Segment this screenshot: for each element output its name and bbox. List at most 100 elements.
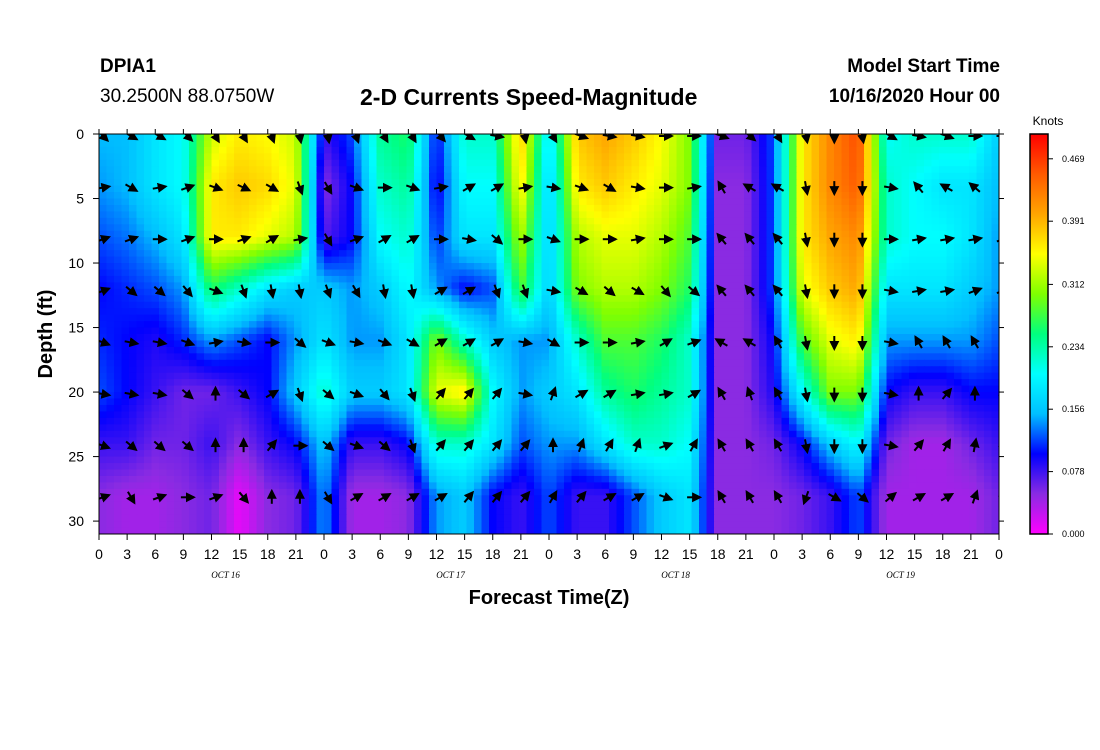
heatmap-cell	[511, 250, 520, 258]
heatmap-cell	[871, 263, 880, 271]
heatmap-cell	[399, 301, 408, 309]
heatmap-cell	[346, 346, 355, 354]
heatmap-cell	[361, 269, 370, 277]
heatmap-cell	[931, 269, 940, 277]
heatmap-cell	[511, 192, 520, 200]
heatmap-cell	[841, 134, 850, 142]
heatmap-cell	[511, 288, 520, 296]
heatmap-cell	[669, 211, 678, 219]
heatmap-cell	[331, 308, 340, 316]
heatmap-cell	[894, 295, 903, 303]
heatmap-cell	[639, 159, 648, 167]
heatmap-cell	[691, 282, 700, 290]
heatmap-cell	[976, 372, 985, 380]
heatmap-cell	[474, 301, 483, 309]
heatmap-cell	[481, 372, 490, 380]
heatmap-cell	[234, 314, 243, 322]
heatmap-cell	[129, 353, 138, 361]
heatmap-cell	[804, 204, 813, 213]
heatmap-cell	[534, 217, 543, 225]
heatmap-cell	[369, 308, 378, 316]
heatmap-cell	[369, 282, 378, 290]
heatmap-cell	[541, 211, 550, 219]
heatmap-cell	[826, 275, 835, 283]
heatmap-cell	[316, 308, 325, 316]
heatmap-cell	[961, 275, 970, 283]
heatmap-cell	[729, 366, 738, 374]
heatmap-cell	[609, 146, 618, 154]
heatmap-cell	[744, 204, 753, 213]
heatmap-cell	[871, 179, 880, 187]
heatmap-cell	[669, 372, 678, 380]
heatmap-cell	[909, 308, 918, 316]
heatmap-cell	[564, 269, 573, 277]
heatmap-cell	[504, 179, 513, 187]
heatmap-cell	[901, 146, 910, 154]
heatmap-cell	[174, 243, 183, 251]
heatmap-cell	[856, 211, 865, 219]
heatmap-cell	[954, 385, 963, 393]
heatmap-cell	[286, 140, 295, 148]
heatmap-cell	[481, 334, 490, 342]
heatmap-cell	[204, 172, 213, 180]
heatmap-cell	[924, 359, 933, 367]
heatmap-cell	[444, 314, 453, 322]
heatmap-cell	[991, 166, 999, 174]
heatmap-cell	[676, 295, 685, 303]
heatmap-cell	[924, 301, 933, 309]
heatmap-cell	[256, 263, 265, 271]
heatmap-cell	[444, 353, 453, 361]
heatmap-cell	[924, 166, 933, 174]
heatmap-cell	[511, 340, 520, 348]
heatmap-cell	[474, 366, 483, 374]
heatmap-cell	[481, 340, 490, 348]
heatmap-cell	[586, 159, 595, 167]
heatmap-cell	[399, 282, 408, 290]
heatmap-cell	[946, 301, 955, 309]
heatmap-cell	[556, 172, 565, 180]
heatmap-cell	[324, 230, 333, 238]
heatmap-cell	[721, 385, 730, 393]
heatmap-cell	[114, 398, 123, 406]
heatmap-cell	[781, 204, 790, 213]
heatmap-cell	[474, 192, 483, 200]
heatmap-cell	[759, 288, 768, 296]
heatmap-cell	[354, 153, 363, 161]
heatmap-cell	[699, 243, 708, 251]
heatmap-cell	[174, 192, 183, 200]
heatmap-cell	[226, 237, 235, 245]
heatmap-cell	[489, 179, 498, 187]
heatmap-cell	[789, 250, 798, 258]
heatmap-cell	[114, 269, 123, 277]
heatmap-cell	[324, 179, 333, 187]
heatmap-cell	[534, 256, 543, 264]
heatmap-cell	[969, 321, 978, 329]
heatmap-cell	[346, 211, 355, 219]
heatmap-cell	[954, 275, 963, 283]
heatmap-cell	[414, 140, 423, 148]
heatmap-cell	[339, 334, 348, 342]
heatmap-cell	[136, 327, 145, 335]
heatmap-cell	[256, 146, 265, 154]
heatmap-cell	[826, 204, 835, 213]
heatmap-cell	[691, 366, 700, 374]
heatmap-cell	[804, 230, 813, 238]
heatmap-cell	[286, 192, 295, 200]
heatmap-cell	[136, 230, 145, 238]
heatmap-cell	[406, 153, 415, 161]
heatmap-cell	[774, 179, 783, 187]
heatmap-cell	[481, 256, 490, 264]
heatmap-cell	[601, 340, 610, 348]
heatmap-cell	[871, 314, 880, 322]
heatmap-cell	[474, 359, 483, 367]
heatmap-cell	[339, 198, 348, 206]
heatmap-cell	[804, 372, 813, 380]
heatmap-cell	[361, 230, 370, 238]
heatmap-cell	[669, 346, 678, 354]
heatmap-cell	[796, 204, 805, 213]
heatmap-cell	[714, 269, 723, 277]
heatmap-cell	[444, 372, 453, 380]
heatmap-cell	[204, 140, 213, 148]
heatmap-cell	[751, 269, 760, 277]
heatmap-cell	[256, 269, 265, 277]
